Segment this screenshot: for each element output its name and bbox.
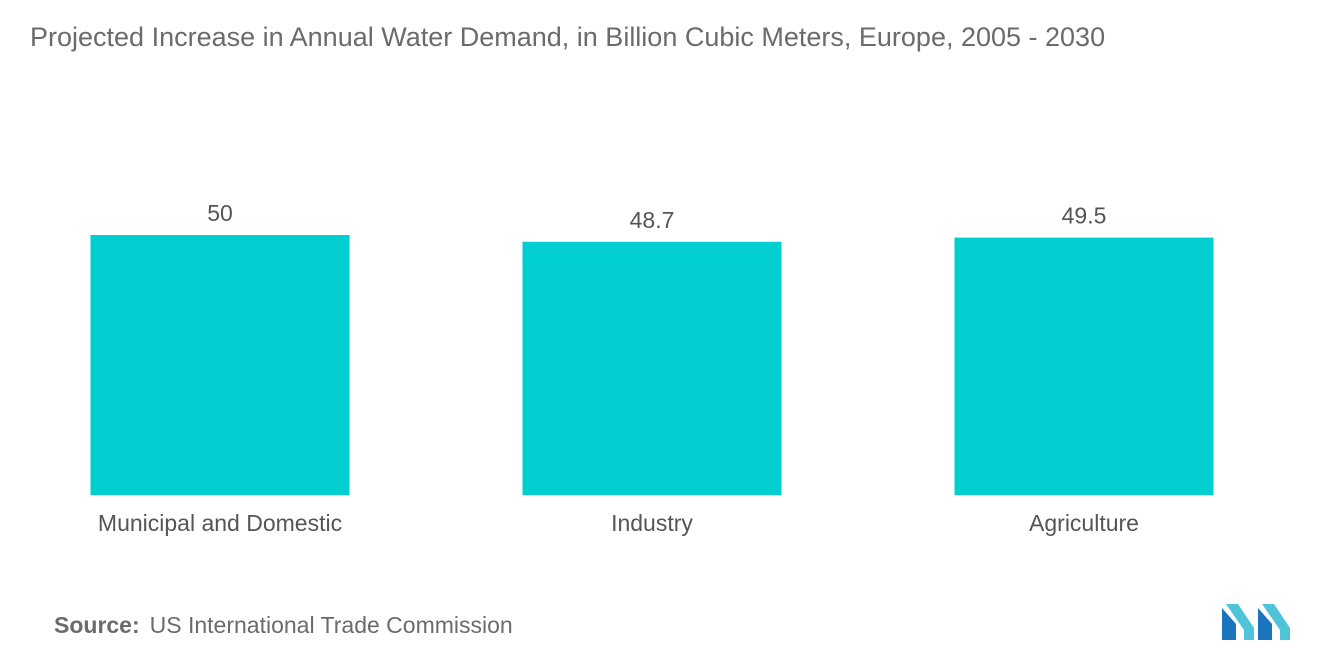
value-label-1: 48.7 <box>630 207 675 233</box>
bar-1 <box>522 241 782 495</box>
chart-title: Projected Increase in Annual Water Deman… <box>30 22 1106 52</box>
category-label-2: Agriculture <box>1029 510 1139 536</box>
bar-2 <box>954 237 1214 495</box>
value-label-2: 49.5 <box>1062 203 1107 229</box>
source-text: US International Trade Commission <box>149 612 513 638</box>
bar-chart: 50 Municipal and Domestic 48.7 Industry 49.5… <box>90 200 1214 536</box>
logo-shape-1 <box>1222 608 1236 640</box>
logo-shape-2 <box>1226 604 1254 640</box>
value-label-0: 50 <box>207 200 233 226</box>
source-note: Source: US International Trade Commission <box>54 612 513 639</box>
category-label-1: Industry <box>611 510 693 536</box>
source-label: Source: <box>54 612 140 638</box>
brand-logo-icon <box>1222 604 1290 640</box>
logo-shape-3 <box>1258 608 1272 640</box>
bar-0 <box>90 235 350 495</box>
category-label-0: Municipal and Domestic <box>98 510 342 536</box>
logo-shape-4 <box>1262 604 1290 640</box>
